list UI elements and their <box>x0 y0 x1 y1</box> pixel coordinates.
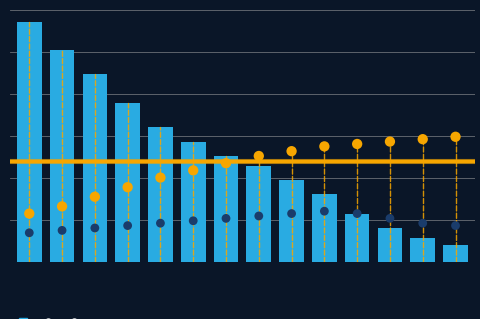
Point <box>419 137 427 142</box>
Point <box>25 211 33 216</box>
Point <box>222 161 230 166</box>
Point <box>386 139 394 144</box>
Point <box>190 168 197 173</box>
Point <box>353 141 361 146</box>
Bar <box>378 228 402 262</box>
Point <box>321 144 328 149</box>
Legend: , , : , , <box>19 317 80 319</box>
Bar <box>115 103 140 262</box>
Bar <box>443 245 468 262</box>
Point <box>124 223 132 228</box>
Point <box>419 221 427 226</box>
Bar <box>312 194 336 262</box>
Point <box>255 213 263 219</box>
Bar <box>247 166 271 262</box>
Point <box>353 211 361 216</box>
Bar <box>214 156 238 262</box>
Point <box>124 185 132 190</box>
Point <box>288 149 295 154</box>
Bar <box>279 180 304 262</box>
Point <box>288 211 295 216</box>
Bar <box>83 74 107 262</box>
Point <box>58 228 66 233</box>
Point <box>255 153 263 159</box>
Point <box>58 204 66 209</box>
Point <box>452 134 459 139</box>
Bar <box>148 127 173 262</box>
Point <box>25 230 33 235</box>
Point <box>321 209 328 214</box>
Bar <box>181 142 205 262</box>
Point <box>156 175 164 180</box>
Point <box>156 221 164 226</box>
Point <box>222 216 230 221</box>
Point <box>386 216 394 221</box>
Point <box>190 218 197 223</box>
Bar <box>345 214 370 262</box>
Bar <box>50 50 74 262</box>
Point <box>91 194 99 199</box>
Point <box>91 226 99 231</box>
Bar <box>17 22 42 262</box>
Point <box>452 223 459 228</box>
Bar <box>410 238 435 262</box>
